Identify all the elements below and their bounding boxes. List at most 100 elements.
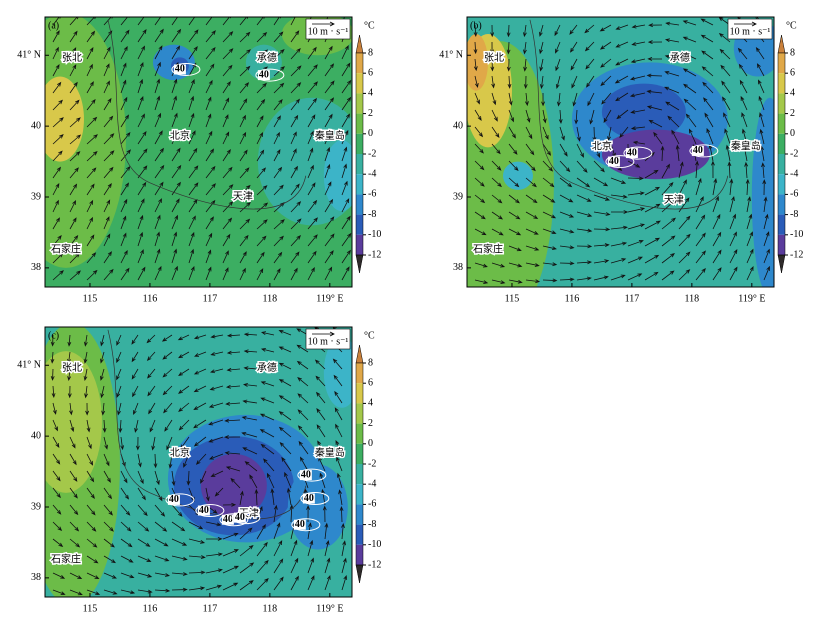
wind-arrow [86, 98, 96, 111]
wind-arrow [52, 402, 57, 415]
wind-arrow [576, 244, 593, 249]
wind-arrow [117, 402, 122, 416]
wind-arrow [137, 453, 142, 468]
wind-arrow [224, 418, 241, 423]
city-label: 石家庄 [473, 242, 503, 255]
wind-arrow [525, 245, 540, 251]
wind-arrow [103, 251, 112, 264]
wind-arrow [86, 572, 100, 579]
wind-arrow [682, 52, 697, 60]
wind-arrow [222, 184, 234, 196]
wind-arrow [103, 46, 111, 60]
wind-arrow [256, 251, 265, 264]
colorbar-segment [356, 133, 363, 154]
wind-arrow [682, 36, 697, 43]
wind-arrow [542, 126, 549, 140]
wind-arrow [646, 73, 663, 78]
wind-arrow [208, 402, 224, 408]
wind-arrow [281, 456, 292, 472]
wind-arrow [154, 265, 162, 281]
contour-label: 40 [295, 519, 305, 530]
wind-arrow [222, 148, 231, 162]
wind-arrow [473, 41, 478, 55]
wind-arrow [763, 265, 770, 281]
wind-arrow [644, 186, 661, 196]
wind-arrow [474, 160, 485, 171]
wind-arrow [559, 277, 575, 282]
wind-arrow [332, 358, 343, 370]
wind-arrow [729, 195, 735, 213]
wind-arrow [761, 162, 765, 179]
wind-arrow [171, 572, 188, 576]
contour-label: 40 [169, 494, 179, 505]
wind-arrow [52, 270, 64, 281]
wind-arrow [86, 17, 96, 26]
wind-arrow [307, 130, 314, 145]
colorbar-segment [356, 363, 363, 384]
wind-arrow [239, 545, 254, 557]
wind-arrow [256, 167, 266, 179]
wind-arrow [226, 333, 241, 338]
wind-arrow [315, 375, 326, 387]
wind-arrow [712, 195, 719, 213]
city-label: 石家庄 [51, 242, 81, 255]
wind-arrow [541, 92, 545, 107]
wind-arrow [242, 447, 258, 455]
wind-arrow [52, 453, 61, 465]
y-tick-label: 38 [453, 262, 463, 273]
wind-arrow [307, 147, 314, 162]
wind-arrow [260, 443, 275, 455]
wind-arrow [205, 521, 222, 527]
wind-arrow [508, 279, 523, 284]
panel-label: (a) [48, 20, 59, 31]
wind-arrow [188, 538, 206, 544]
wind-arrow [222, 114, 229, 128]
wind-arrow [474, 279, 489, 284]
vector-key-arrow [734, 21, 757, 27]
wind-arrow [300, 456, 309, 472]
wind-arrow [120, 29, 130, 43]
map-frame [466, 16, 775, 288]
temperature-region [45, 351, 102, 493]
wind-arrow [154, 538, 169, 547]
wind-arrow [69, 252, 80, 264]
colorbar-tick-label: -12 [368, 249, 381, 260]
wind-arrow [316, 408, 326, 421]
wind-arrow [239, 49, 251, 60]
wind-arrow [610, 225, 628, 230]
wind-arrow [593, 227, 611, 232]
wind-arrow [539, 58, 544, 72]
wind-arrow [86, 419, 91, 433]
wind-arrow [341, 540, 347, 557]
wind-arrow [610, 258, 627, 264]
colorbar-segment [356, 484, 363, 505]
wind-arrow [559, 261, 575, 266]
colorbar-segment [356, 464, 363, 485]
colorbar-tick-label: -10 [368, 539, 381, 550]
wind-arrow [243, 383, 258, 387]
wind-arrow [570, 58, 578, 71]
colorbar-tick-label: 6 [368, 377, 373, 388]
wind-arrow [745, 178, 750, 196]
wind-arrow [243, 332, 258, 337]
wind-arrow [273, 558, 284, 574]
colorbar-tick-label: -10 [368, 229, 381, 240]
wind-arrow [101, 402, 106, 416]
wind-arrow [523, 58, 528, 72]
wind-arrow [507, 75, 512, 89]
colorbar-tick-label: 0 [790, 128, 795, 139]
wind-arrow [171, 265, 178, 281]
wind-arrow [318, 456, 326, 472]
vector-key-arrow [312, 21, 335, 27]
wind-arrow [701, 50, 714, 60]
wind-arrow [273, 268, 281, 281]
wind-arrow [69, 538, 81, 548]
city-label: 承德 [257, 51, 277, 64]
wind-arrow [695, 177, 702, 196]
wind-arrow [208, 453, 224, 460]
wind-arrow [525, 143, 535, 156]
wind-arrow [52, 117, 64, 128]
wind-arrow [120, 589, 136, 595]
wind-arrow [610, 194, 628, 199]
wind-arrow [712, 267, 722, 281]
